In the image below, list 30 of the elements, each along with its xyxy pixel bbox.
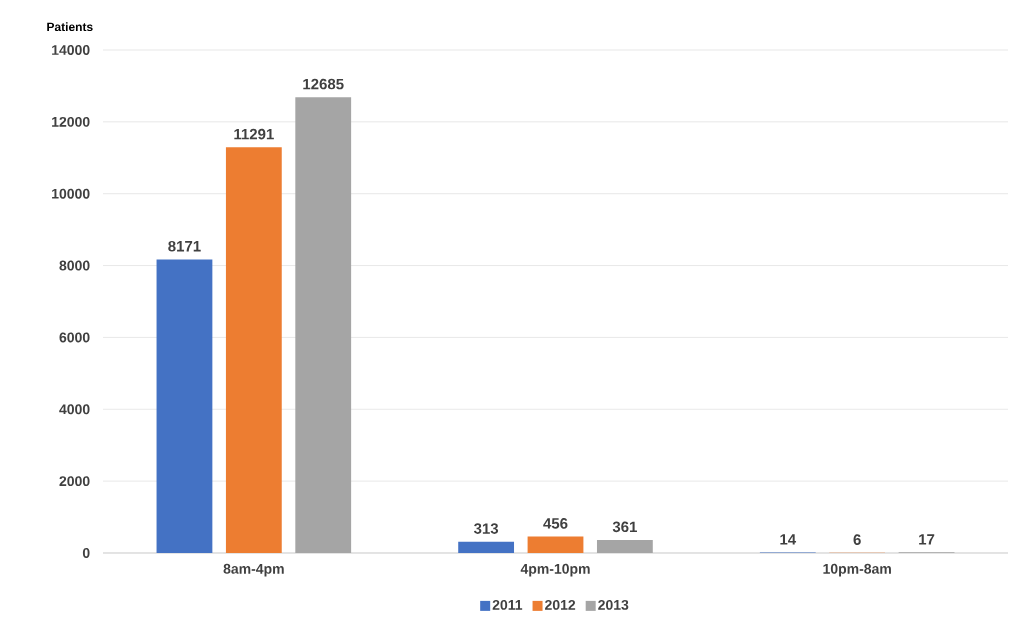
- legend-label: 2012: [545, 599, 576, 610]
- data-label: 17: [919, 534, 935, 545]
- y-tick-label: 14000: [52, 45, 90, 55]
- data-label: 456: [543, 518, 568, 529]
- y-tick-label: 4000: [59, 404, 90, 415]
- data-label: 8171: [168, 240, 201, 252]
- data-label: 313: [473, 523, 499, 534]
- y-tick-label: 10000: [52, 188, 90, 199]
- y-tick-label: 12000: [52, 116, 90, 127]
- x-tick-label: 4pm-10pm: [520, 563, 590, 577]
- y-tick-label: 2000: [59, 476, 90, 487]
- y-axis-title: Patients: [47, 22, 93, 32]
- data-label: 12685: [303, 78, 344, 90]
- legend-label: 2011: [492, 599, 523, 610]
- y-tick-label: 8000: [59, 260, 90, 271]
- bar: [458, 541, 515, 553]
- x-tick-label: 8am-4pm: [223, 563, 284, 577]
- legend-label: 2013: [598, 599, 629, 610]
- x-tick-label: 10pm-8am: [823, 563, 891, 577]
- y-tick-label: 6000: [59, 332, 90, 343]
- data-label: 6: [853, 534, 861, 545]
- bar: [225, 147, 282, 553]
- bar: [527, 536, 584, 553]
- data-label: 14: [780, 534, 797, 545]
- y-tick-label: 0: [82, 548, 90, 558]
- bar: [156, 259, 213, 553]
- data-label: 361: [612, 521, 637, 533]
- bar: [295, 97, 352, 553]
- bar: [596, 540, 653, 553]
- data-label: 11291: [234, 128, 274, 140]
